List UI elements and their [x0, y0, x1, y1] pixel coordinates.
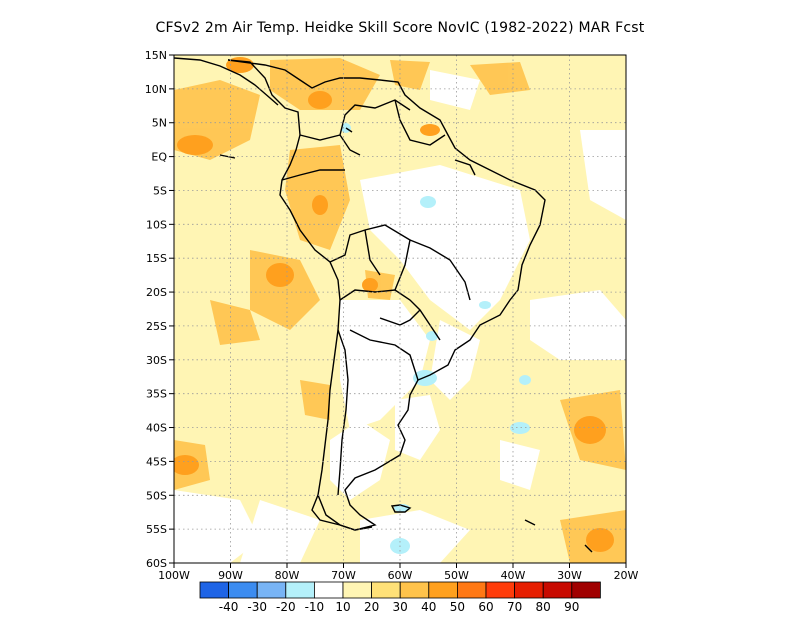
- colorbar-label: 20: [364, 600, 379, 614]
- y-tick-label: 45S: [146, 455, 167, 468]
- continent-outlines: [174, 57, 593, 553]
- colorbar-swatch: [371, 581, 401, 599]
- x-tick-label: 50W: [444, 569, 469, 582]
- colorbar-swatch: [313, 581, 344, 599]
- y-tick-label: 50S: [146, 489, 167, 502]
- colorbar-swatch: [428, 581, 458, 599]
- negative-patches: [341, 123, 531, 554]
- colorbar-swatch: [256, 581, 287, 599]
- colorbar-label: -40: [219, 600, 239, 614]
- colorbar-label: 70: [507, 600, 522, 614]
- colorbar-swatch: [542, 581, 573, 599]
- skill-30-patches: [174, 58, 626, 563]
- colorbar-swatch: [399, 581, 430, 599]
- y-tick-label: 25S: [146, 320, 167, 333]
- x-tick-label: 100W: [158, 569, 190, 582]
- y-tick-label: 30S: [146, 354, 167, 367]
- y-tick-label: 20S: [146, 286, 167, 299]
- y-tick-label: 60S: [146, 557, 167, 570]
- grid-lines: [174, 55, 626, 563]
- y-tick-label: 35S: [146, 388, 167, 401]
- y-tick-label: 5N: [152, 117, 167, 130]
- colorbar-label: 10: [335, 600, 350, 614]
- y-tick-label: 5S: [153, 184, 167, 197]
- x-tick-label: 20W: [614, 569, 639, 582]
- colorbar-swatch: [228, 581, 258, 599]
- map-title: CFSv2 2m Air Temp. Heidke Skill Score No…: [155, 20, 645, 36]
- x-axis-ticks: 100W 90W 80W 70W 60W 50W 40W 30W 20W: [158, 563, 639, 582]
- colorbar-label: -10: [305, 600, 325, 614]
- colorbar-swatch: [571, 581, 601, 599]
- colorbar-swatch: [342, 581, 373, 599]
- y-tick-label: 10S: [146, 218, 167, 231]
- colorbar-label: 50: [450, 600, 465, 614]
- y-tick-label: EQ: [151, 151, 167, 164]
- y-tick-label: 40S: [146, 422, 167, 435]
- x-tick-label: 40W: [501, 569, 526, 582]
- x-tick-label: 90W: [218, 569, 243, 582]
- colorbar-label: -30: [247, 600, 267, 614]
- colorbar-swatch: [199, 581, 230, 599]
- y-tick-label: 15S: [146, 252, 167, 265]
- colorbar-label: 40: [421, 600, 436, 614]
- colorbar-swatch: [456, 581, 487, 599]
- colorbar-label: 90: [564, 600, 579, 614]
- colorbar-swatch: [514, 581, 544, 599]
- x-tick-label: 60W: [388, 569, 413, 582]
- y-tick-label: 10N: [145, 83, 167, 96]
- colorbar-swatch: [485, 581, 516, 599]
- x-tick-label: 70W: [331, 569, 356, 582]
- x-tick-label: 30W: [557, 569, 582, 582]
- x-tick-label: 80W: [275, 569, 300, 582]
- skill-40-patches: [174, 57, 614, 552]
- colorbar-label: 30: [393, 600, 408, 614]
- colorbar-label: 80: [536, 600, 551, 614]
- colorbar-swatch: [285, 581, 315, 599]
- y-tick-label: 15N: [145, 49, 167, 62]
- y-tick-label: 55S: [146, 523, 167, 536]
- colorbar-label: -20: [276, 600, 296, 614]
- colorbar-label: 60: [478, 600, 493, 614]
- white-patches: [174, 70, 626, 563]
- colorbar: -40 -30 -20 -10 10 20 30 40 50 60 70 80 90: [199, 581, 601, 614]
- y-axis-ticks: 15N 10N 5N EQ 5S 10S 15S 20S 25S 30S 35S 40S 45S 50S 5…: [145, 49, 174, 570]
